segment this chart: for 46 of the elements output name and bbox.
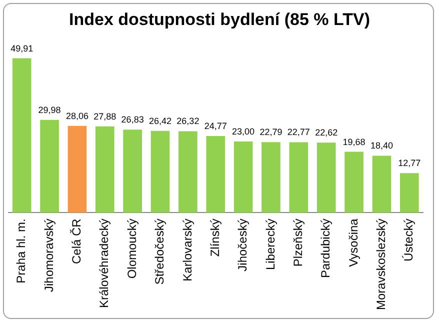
- bar: [123, 130, 142, 213]
- data-label: 22,77: [287, 127, 310, 138]
- x-tick-label: Zlínský: [208, 218, 222, 257]
- data-label: 26,83: [121, 114, 144, 125]
- data-label: 49,91: [10, 43, 34, 54]
- data-label: 23,00: [232, 126, 255, 136]
- x-tick-label: Vysočina: [346, 218, 360, 267]
- data-label: 27,88: [94, 111, 116, 122]
- x-tick-label: Liberecký: [263, 218, 278, 270]
- bar: [40, 120, 59, 213]
- x-tick-label: Ústecký: [402, 218, 416, 262]
- x-tick-label: Jihočeský: [236, 218, 250, 272]
- data-label: 29,98: [38, 104, 61, 115]
- bar: [68, 126, 87, 213]
- data-label: 19,68: [342, 136, 366, 147]
- bar: [262, 142, 280, 213]
- bar: [234, 142, 253, 213]
- x-tick-label: Plzeňský: [290, 218, 305, 267]
- bar: [316, 142, 336, 213]
- data-label: 28,06: [66, 110, 88, 121]
- x-tick-label: Olomoucký: [124, 218, 139, 279]
- x-tick-label: Jihomoravský: [42, 218, 56, 292]
- bar: [372, 156, 392, 213]
- bar: [150, 130, 170, 213]
- data-label: 24,77: [204, 121, 227, 132]
- data-label: 26,42: [148, 116, 172, 126]
- x-tick-label: Moravskoslezský: [374, 218, 388, 310]
- x-tick-label: Celá ČR: [70, 218, 84, 264]
- data-label: 26,32: [176, 116, 200, 126]
- bar: [289, 142, 308, 213]
- data-label: 22,79: [260, 127, 282, 138]
- bar: [12, 58, 32, 213]
- data-label: 12,77: [398, 158, 421, 168]
- bar: [95, 126, 114, 213]
- data-label: 18,40: [370, 140, 393, 151]
- bar: [206, 136, 226, 213]
- data-label: 22,62: [315, 128, 338, 138]
- x-tick-label: Praha hl. m.: [14, 218, 28, 284]
- x-tick-label: Karlovarský: [180, 218, 194, 282]
- x-tick-label: Středočeský: [152, 218, 167, 285]
- bar: [400, 173, 419, 213]
- chart-title: Index dostupnosti bydlení (85 % LTV): [68, 10, 371, 30]
- x-tick-label: Královéhradecký: [97, 218, 112, 308]
- bar: [178, 131, 198, 213]
- x-tick-label: Pardubický: [318, 218, 333, 278]
- bar: [344, 152, 364, 213]
